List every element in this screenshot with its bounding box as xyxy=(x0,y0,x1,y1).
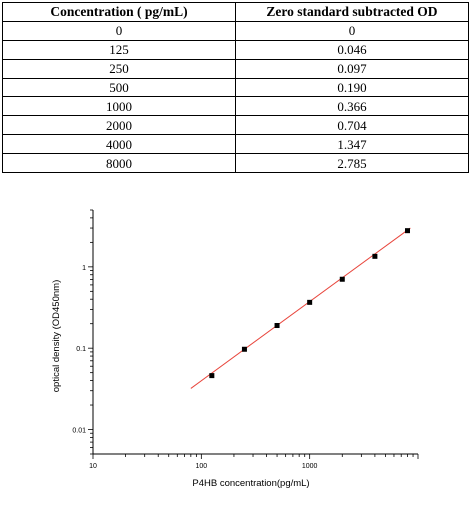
table-row: 2000 0.704 xyxy=(2,115,469,136)
cell-concentration: 8000 xyxy=(2,153,236,174)
table-row: 125 0.046 xyxy=(2,39,469,60)
header-od: Zero standard subtracted OD xyxy=(235,2,469,22)
table-row: 4000 1.347 xyxy=(2,134,469,155)
x-tick-label: 100 xyxy=(195,463,207,470)
cell-concentration: 500 xyxy=(2,77,236,98)
y-axis-label: optical density (OD450nm) xyxy=(51,280,62,392)
cell-od: 0.366 xyxy=(235,96,469,117)
data-point xyxy=(241,346,247,352)
cell-concentration: 1000 xyxy=(2,96,236,117)
cell-od: 0.046 xyxy=(235,39,469,60)
cell-concentration: 0 xyxy=(2,20,236,41)
axes: 0.01 0.1 1 10 100 1000 xyxy=(72,209,419,470)
cell-concentration: 4000 xyxy=(2,134,236,155)
table-row: 1000 0.366 xyxy=(2,96,469,117)
y-tick-label: 1 xyxy=(82,265,86,272)
x-tick-label: 1000 xyxy=(302,463,318,470)
cell-od: 0.097 xyxy=(235,58,469,79)
cell-od: 0.704 xyxy=(235,115,469,136)
cell-concentration: 250 xyxy=(2,58,236,79)
standard-curve-chart: 0.01 0.1 1 10 100 1000 P4HB concentration(pg/… xyxy=(51,209,419,489)
table-row: 8000 2.785 xyxy=(2,153,469,174)
data-point xyxy=(339,276,345,282)
fit-line-group xyxy=(190,227,411,389)
header-concentration: Concentration ( pg/mL) xyxy=(2,2,236,22)
cell-od: 0 xyxy=(235,20,469,41)
x-axis-label: P4HB concentration(pg/mL) xyxy=(192,478,309,489)
cell-concentration: 125 xyxy=(2,39,236,60)
cell-od: 2.785 xyxy=(235,153,469,174)
table-header-row: Concentration ( pg/mL) Zero standard sub… xyxy=(2,2,469,22)
standard-curve-table: Concentration ( pg/mL) Zero standard sub… xyxy=(2,2,469,174)
y-tick-label: 0.01 xyxy=(72,428,86,435)
y-tick-label: 0.1 xyxy=(76,346,86,353)
cell-od: 0.190 xyxy=(235,77,469,98)
table-row: 500 0.190 xyxy=(2,77,469,98)
fit-line xyxy=(190,227,411,389)
data-point xyxy=(405,228,411,234)
data-points xyxy=(209,228,411,379)
cell-od: 1.347 xyxy=(235,134,469,155)
data-point xyxy=(274,323,280,329)
data-point xyxy=(372,253,378,259)
data-point xyxy=(209,373,215,379)
x-tick-label: 10 xyxy=(89,463,97,470)
table-row: 250 0.097 xyxy=(2,58,469,79)
cell-concentration: 2000 xyxy=(2,115,236,136)
data-point xyxy=(307,299,313,305)
